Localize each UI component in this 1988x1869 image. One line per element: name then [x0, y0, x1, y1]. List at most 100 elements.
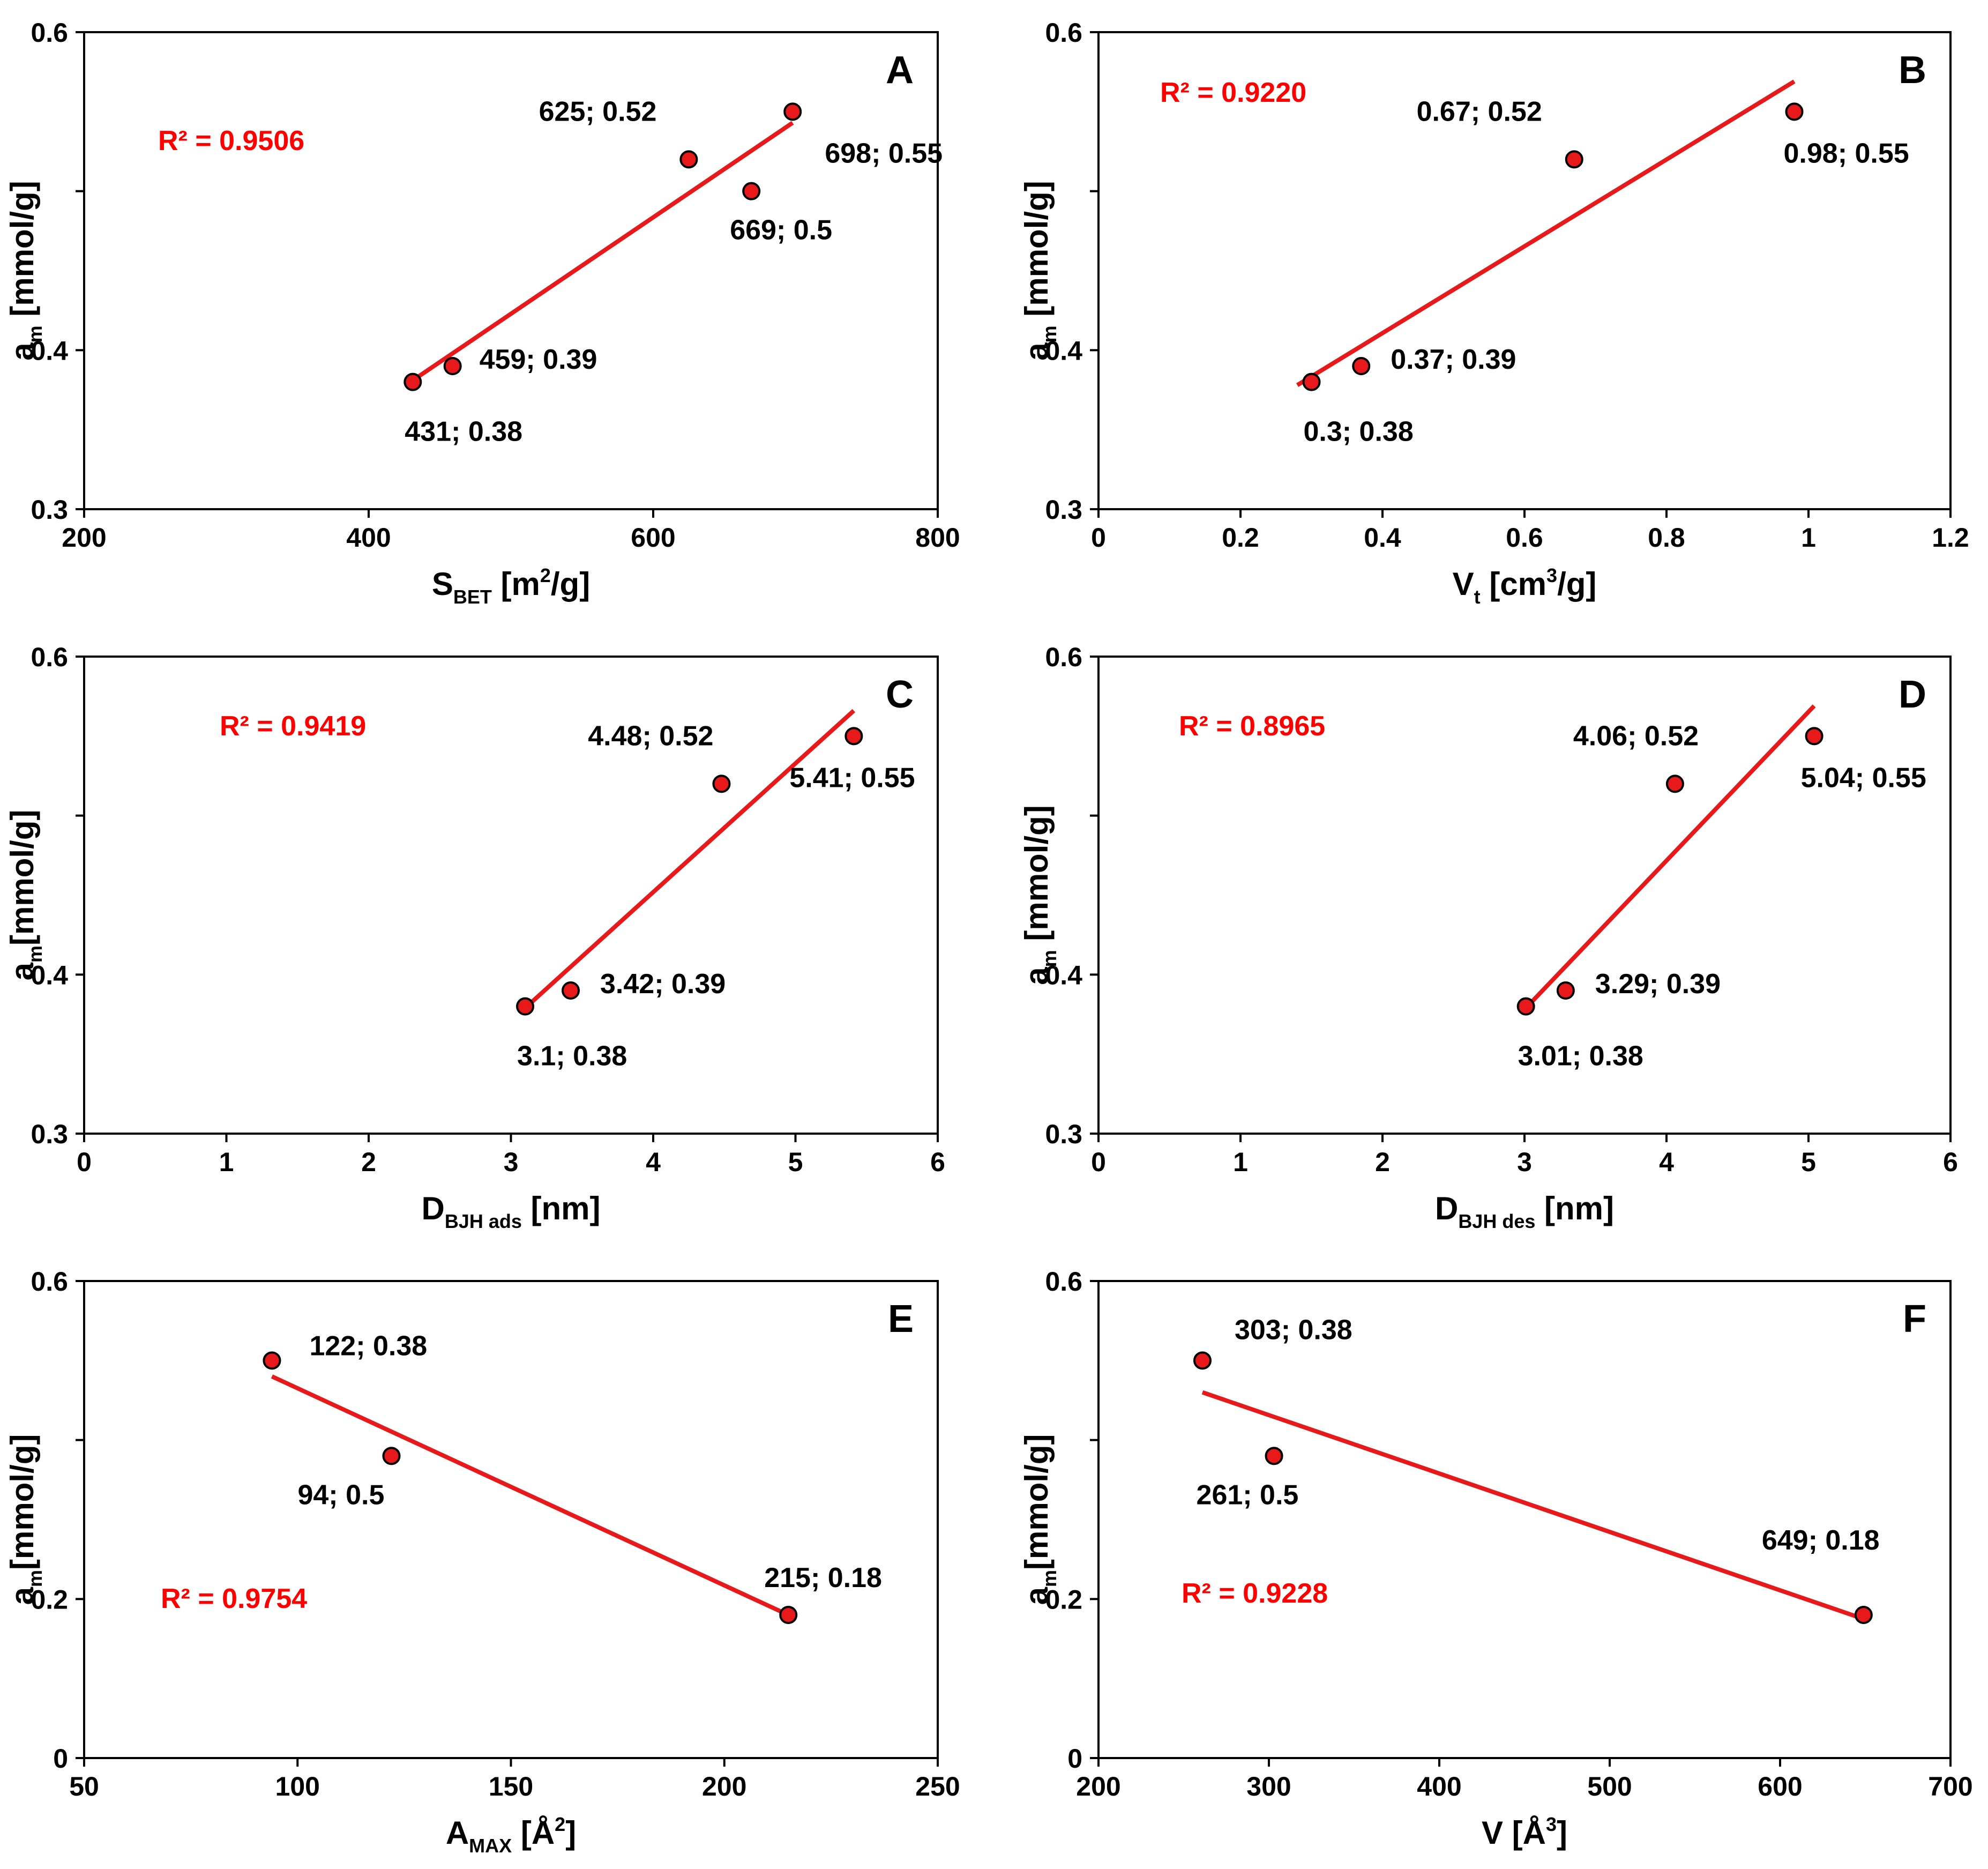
x-tick-label: 1: [219, 1147, 234, 1177]
y-tick-label: 0.4: [1045, 336, 1082, 366]
x-axis-title: AMAX [Å2]: [446, 1813, 576, 1857]
y-tick-label: 0: [53, 1744, 68, 1774]
x-tick-label: 600: [631, 523, 675, 553]
data-point: [1785, 102, 1804, 121]
y-tick-label: 0: [1067, 1744, 1082, 1774]
plot-frame: [83, 31, 939, 510]
y-tick-label: 0.2: [1045, 1584, 1082, 1614]
y-tick-label: 0.6: [31, 642, 68, 672]
point-label: 122; 0.38: [309, 1330, 427, 1361]
y-tick-label: 0.6: [31, 18, 68, 48]
trendline: [1524, 704, 1816, 1010]
trendline: [412, 121, 794, 383]
panel-letter: E: [888, 1298, 914, 1341]
point-label: 625; 0.52: [539, 96, 657, 127]
point-label: 3.29; 0.39: [1595, 969, 1721, 1000]
panel-letter: F: [1903, 1298, 1926, 1341]
plot-frame: [83, 656, 939, 1135]
y-tick-label: 0.6: [1045, 642, 1082, 672]
r-squared-label: R² = 0.9754: [161, 1583, 307, 1614]
point-label: 4.48; 0.52: [588, 720, 713, 751]
point-label: 5.04; 0.55: [1801, 762, 1926, 793]
data-point: [1565, 150, 1583, 169]
point-label: 649; 0.18: [1762, 1525, 1880, 1556]
r-squared-label: R² = 0.9220: [1160, 77, 1306, 108]
data-point: [263, 1351, 281, 1370]
data-point: [443, 357, 462, 375]
point-label: 215; 0.18: [764, 1562, 882, 1594]
x-axis-title: V [Å3]: [1482, 1813, 1567, 1851]
trendline: [1201, 1390, 1865, 1621]
x-tick-label: 1.2: [1932, 523, 1969, 553]
data-point: [779, 1606, 798, 1624]
point-label: 5.41; 0.55: [789, 762, 915, 793]
x-tick-label: 4: [646, 1147, 661, 1177]
panel-D: 0 1 2 3 4 5 6 0.3 0.4 0.6 DBJH des [nm] am [mmol/g]…: [1019, 642, 1958, 1232]
y-tick-label: 0.6: [1045, 18, 1082, 48]
x-tick-label: 150: [489, 1771, 533, 1801]
point-label: 0.3; 0.38: [1304, 416, 1414, 448]
point-label: 459; 0.39: [480, 344, 597, 375]
x-axis-title: DBJH ads [nm]: [421, 1190, 600, 1232]
panel-B: 0 0.2 0.4 0.6 0.8 1 1.2 0.3 0.4 0.6 Vt [cm3/g] am […: [1019, 18, 1969, 608]
x-tick-label: 0.4: [1364, 523, 1401, 553]
point-label: 261; 0.5: [1197, 1479, 1299, 1510]
x-tick-label: 400: [346, 523, 391, 553]
y-tick-label: 0.3: [1045, 1119, 1082, 1149]
x-tick-label: 0: [1091, 1147, 1106, 1177]
y-tick-label: 0.6: [31, 1267, 68, 1297]
x-tick-label: 100: [275, 1771, 320, 1801]
x-tick-label: 0: [1091, 523, 1106, 553]
data-point: [742, 182, 761, 200]
point-label: 94; 0.5: [297, 1479, 384, 1510]
data-point: [516, 997, 535, 1016]
y-tick-label: 0.3: [31, 1119, 68, 1149]
panel-E: 50 100 150 200 250 0 0.2 0.6 AMAX [Å2] am[mmol/g]…: [4, 1267, 960, 1857]
x-tick-label: 50: [69, 1771, 99, 1801]
x-tick-label: 2: [361, 1147, 376, 1177]
r-squared-label: R² = 0.9228: [1182, 1578, 1328, 1609]
x-tick-label: 600: [1758, 1771, 1802, 1801]
x-axis-title: DBJH des [nm]: [1435, 1190, 1614, 1232]
data-point: [382, 1447, 401, 1465]
point-label: 4.06; 0.52: [1573, 720, 1699, 751]
y-axis-title: am [mmol/g]: [1019, 805, 1060, 985]
panel-letter: A: [886, 49, 914, 92]
x-tick-label: 250: [915, 1771, 960, 1801]
plot-frame: [83, 1280, 939, 1759]
x-tick-label: 1: [1233, 1147, 1248, 1177]
x-tick-label: 200: [1076, 1771, 1120, 1801]
point-label: 669; 0.5: [730, 215, 832, 246]
point-label: 303; 0.38: [1235, 1314, 1352, 1345]
data-point: [712, 775, 731, 793]
data-point: [1302, 373, 1321, 391]
y-tick-label: 0.6: [1045, 1267, 1082, 1297]
y-axis-title: am[mmol/g]: [4, 1434, 46, 1605]
r-squared-label: R² = 0.8965: [1179, 711, 1325, 742]
x-tick-label: 2: [1375, 1147, 1390, 1177]
y-tick-label: 0.3: [31, 495, 68, 525]
y-axis-title: am [mmol/g]: [4, 181, 46, 360]
point-label: 0.37; 0.39: [1391, 344, 1516, 375]
panel-letter: C: [886, 673, 914, 716]
data-point: [679, 150, 698, 169]
y-tick-label: 0.4: [31, 960, 68, 990]
trendline: [524, 709, 856, 1010]
x-tick-label: 3: [1517, 1147, 1532, 1177]
r-squared-label: R² = 0.9419: [220, 711, 366, 742]
panel-letter: D: [1899, 673, 1926, 716]
y-tick-label: 0.3: [1045, 495, 1082, 525]
x-tick-label: 3: [504, 1147, 519, 1177]
x-tick-label: 200: [62, 523, 106, 553]
trendline: [1296, 79, 1796, 388]
x-tick-label: 5: [1801, 1147, 1816, 1177]
y-tick-label: 0.4: [31, 336, 68, 366]
x-tick-label: 0.8: [1648, 523, 1685, 553]
point-label: 698; 0.55: [825, 138, 943, 169]
data-point: [783, 102, 802, 121]
x-tick-label: 400: [1417, 1771, 1461, 1801]
point-label: 3.1; 0.38: [517, 1041, 627, 1072]
x-tick-label: 5: [788, 1147, 803, 1177]
x-tick-label: 6: [1943, 1147, 1958, 1177]
